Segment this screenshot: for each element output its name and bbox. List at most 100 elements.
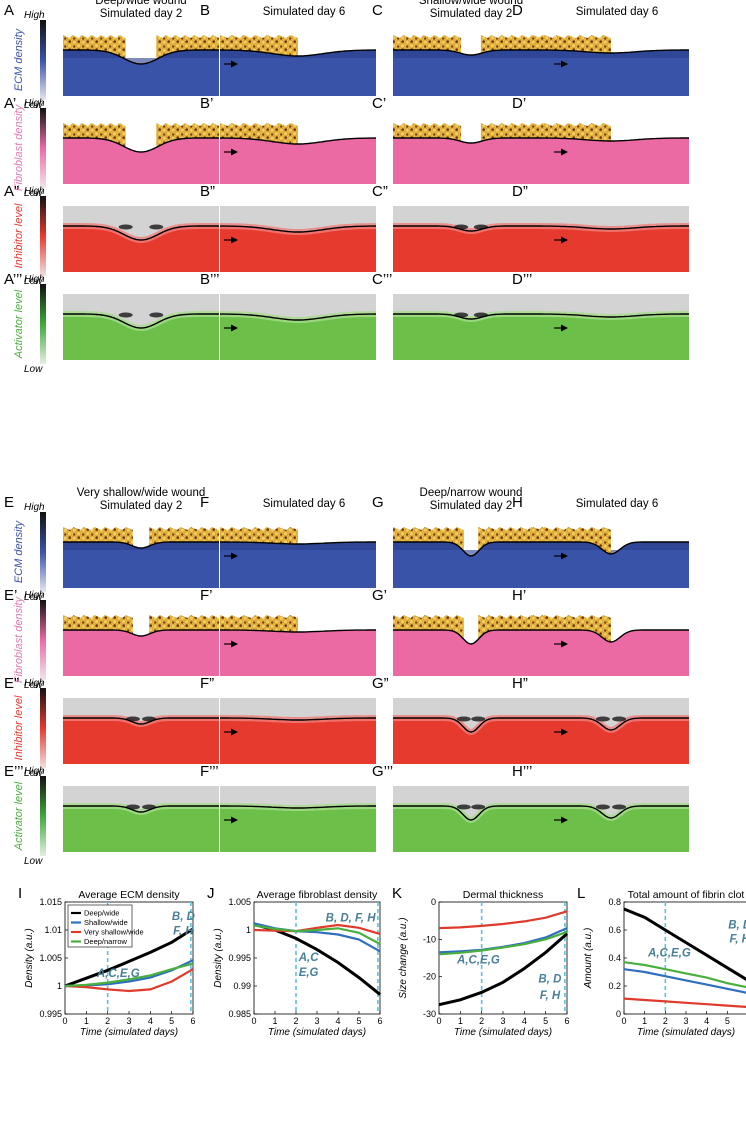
arrow-icon — [561, 236, 568, 244]
colorbar — [40, 196, 46, 276]
column-header: Deep/wide wound — [95, 0, 186, 7]
panel-label-g: G — [372, 494, 384, 511]
panel-label-a: A” — [4, 183, 19, 200]
x-tick-label: 1 — [84, 1016, 89, 1026]
series-line — [623, 997, 746, 1008]
tissue-region — [220, 542, 376, 588]
dermis-boundary-line — [393, 313, 549, 320]
signal-hotspot — [149, 312, 164, 318]
arrow-icon — [231, 148, 238, 156]
colorbar-name: Fibroblast density — [13, 595, 25, 683]
colorbar-low-label: Low — [24, 680, 43, 691]
arrow-icon — [231, 60, 238, 68]
x-tick-label: 5 — [543, 1016, 548, 1026]
chart-annotation: A,C — [298, 952, 320, 964]
dermis-boundary-line — [533, 313, 689, 318]
fibrin-clot-right — [480, 35, 549, 54]
x-tick-label: 3 — [126, 1016, 131, 1026]
arrow-icon — [231, 640, 238, 648]
signal-hotspot — [471, 716, 486, 722]
fibrin-clot-left — [393, 35, 462, 54]
column-header: Simulated day 6 — [263, 498, 345, 510]
fibrin-clot-left — [393, 527, 464, 552]
tissue-region — [393, 542, 549, 588]
colorbar — [40, 776, 46, 856]
x-tick-label: 4 — [335, 1016, 340, 1026]
y-tick-label: 0.8 — [608, 897, 621, 907]
fibrin-clot-right — [156, 35, 219, 60]
panel-label-h: H” — [512, 675, 528, 692]
fibrin-clot-left — [533, 615, 611, 642]
tissue-region — [533, 138, 689, 184]
arrow-icon — [561, 728, 568, 736]
tissue-region — [220, 50, 376, 96]
panel-label-b: B — [200, 2, 210, 19]
y-tick-label: 1.005 — [228, 897, 251, 907]
dermis-boundary-line — [219, 313, 377, 321]
panel-label-c: C’ — [372, 95, 386, 112]
simulation-panel — [533, 698, 689, 764]
y-tick-label: 0.99 — [233, 981, 251, 991]
chart-panel-label: J — [207, 885, 215, 902]
y-tick-label: 0 — [616, 1009, 621, 1019]
simulation-panel — [63, 123, 219, 184]
simulation-panel — [533, 615, 689, 676]
fibrin-clot-left — [63, 35, 126, 60]
colorbar-low-label: Low — [24, 364, 43, 375]
column-header: Very shallow/wide wound — [77, 487, 206, 499]
panel-label-h: H’’’ — [512, 763, 532, 780]
chart-annotation: B, D — [728, 920, 746, 932]
dermis-boundary-line — [393, 137, 549, 144]
arrow-icon — [561, 816, 568, 824]
dermis-boundary-line — [393, 717, 549, 733]
simulation-panel — [533, 206, 689, 272]
panel-label-b: B” — [200, 183, 215, 200]
signal-hotspot — [456, 804, 471, 810]
colorbar-high-label: High — [24, 766, 45, 777]
ecm-dense-band — [63, 50, 219, 64]
panel-label-c: C — [372, 2, 383, 19]
simulation-panel — [219, 294, 377, 360]
x-tick-label: 1 — [458, 1016, 463, 1026]
arrow-icon — [231, 552, 238, 560]
panel-label-d: D’ — [512, 95, 526, 112]
chart-i: I Average ECM density 0 1 2 3 4 5 6 0.995 1 1.005 1.… — [18, 885, 196, 1038]
y-tick-label: 1.005 — [39, 953, 62, 963]
tissue-region — [533, 718, 689, 764]
ecm-dense-band — [533, 50, 689, 58]
x-tick-label: 5 — [169, 1016, 174, 1026]
x-tick-label: 2 — [663, 1016, 668, 1026]
colorbar — [40, 688, 46, 768]
column-header: Simulated day 2 — [100, 8, 182, 20]
chart-title: Average ECM density — [78, 889, 180, 901]
tissue-region — [533, 542, 689, 588]
dermis-boundary-line — [63, 313, 219, 329]
chart-annotation: F, H — [540, 990, 561, 1002]
chart-annotation: E,G — [299, 967, 319, 979]
panel-label-f: F’ — [200, 587, 213, 604]
simulation-panel — [220, 698, 376, 764]
simulation-panel — [63, 527, 219, 588]
column-header: Simulated day 6 — [576, 6, 658, 18]
dermis-boundary-line — [219, 49, 377, 57]
tissue-region — [533, 630, 689, 676]
simulation-panel — [220, 786, 376, 852]
fibrin-clot-left — [393, 615, 464, 640]
series-line — [623, 968, 746, 994]
signal-hotspot — [118, 224, 133, 230]
fibrin-clot-left — [220, 35, 298, 56]
chart-k: K Dermal thickness 0 1 2 3 4 5 6 -30 -20 -10 0 Time (… — [392, 885, 570, 1038]
signal-hotspot — [612, 716, 627, 722]
chart-annotation: B, D — [172, 911, 195, 923]
dermis-boundary-line — [63, 225, 219, 241]
dermis-boundary-line — [220, 717, 376, 721]
chart-title: Dermal thickness — [463, 889, 544, 901]
y-axis-label: Size change (a.u.) — [398, 917, 409, 998]
dermis-boundary-line — [393, 805, 549, 821]
simulation-panel — [63, 786, 219, 852]
series-line — [64, 968, 194, 993]
dermis-boundary-line — [533, 629, 689, 643]
panel-label-d: D’’’ — [512, 271, 532, 288]
x-tick-label: 4 — [148, 1016, 153, 1026]
